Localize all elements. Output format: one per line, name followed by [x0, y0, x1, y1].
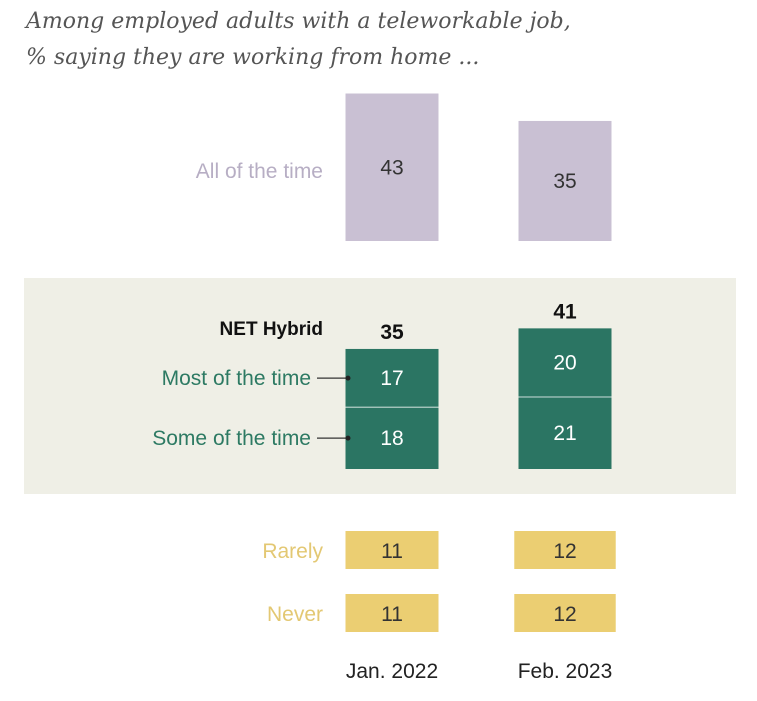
bar-never-1 [345, 594, 439, 632]
pointer-dot-some-of-the-time [345, 435, 351, 441]
bar-never-2 [514, 594, 616, 632]
label-never-2: 12 [553, 603, 576, 626]
label-all-of-the-time-2: 35 [553, 170, 576, 193]
row-label-some-of-the-time: Some of the time [152, 427, 311, 450]
row-label-most-of-the-time: Most of the time [162, 367, 311, 390]
bar-rarely-2 [514, 531, 616, 569]
label-rarely-1: 11 [381, 540, 403, 563]
bar-all-of-the-time-2 [518, 120, 612, 241]
label-net-hybrid-1: 35 [380, 321, 404, 344]
label-rarely-2: 12 [553, 540, 576, 563]
bar-all-of-the-time-1 [345, 93, 439, 241]
chart-title: Among employed adults with a teleworkabl… [26, 4, 746, 76]
category-label-1: Jan. 2022 [346, 660, 438, 683]
row-label-never: Never [267, 603, 323, 626]
category-label-2: Feb. 2023 [518, 660, 613, 683]
label-some-of-the-time-2: 21 [553, 422, 576, 445]
label-never-1: 11 [381, 603, 403, 626]
pointer-dot-most-of-the-time [345, 375, 351, 381]
label-all-of-the-time-1: 43 [380, 156, 403, 179]
title-line-1: Among employed adults with a teleworkabl… [26, 9, 571, 34]
label-some-of-the-time-1: 18 [380, 427, 403, 450]
bar-most-of-the-time-2 [518, 328, 612, 397]
label-most-of-the-time-2: 20 [553, 352, 576, 375]
title-line-2: % saying they are working from home ... [26, 45, 480, 70]
bar-some-of-the-time-2 [518, 396, 612, 469]
bar-rarely-1 [345, 531, 439, 569]
row-label-net-hybrid: NET Hybrid [220, 319, 323, 340]
bar-most-of-the-time-1 [345, 348, 439, 408]
row-label-rarely: Rarely [262, 540, 323, 563]
row-label-all-of-the-time: All of the time [196, 160, 323, 183]
label-most-of-the-time-1: 17 [380, 367, 403, 390]
label-net-hybrid-2: 41 [553, 300, 577, 323]
bar-some-of-the-time-1 [345, 407, 439, 469]
